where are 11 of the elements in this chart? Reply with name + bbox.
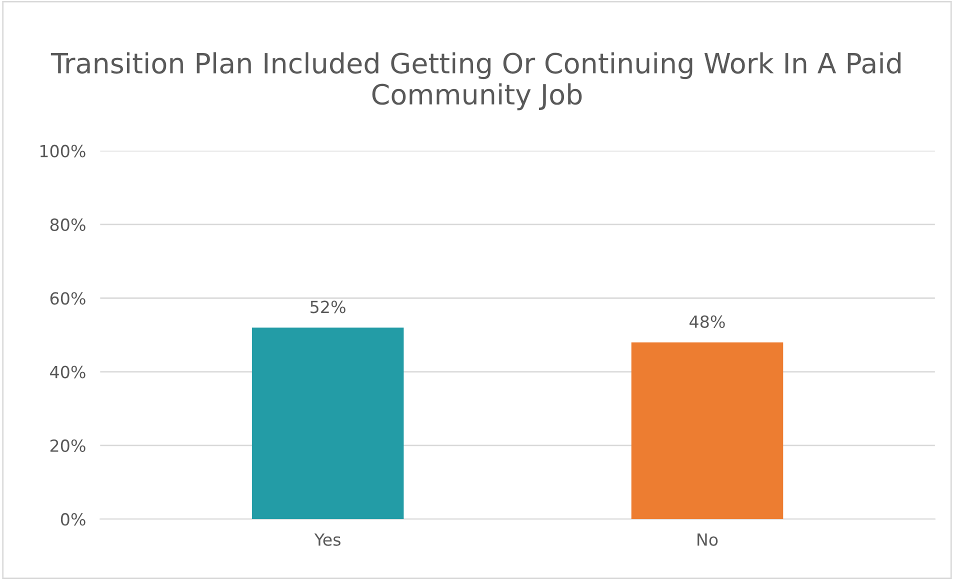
y-tick-label: 20%	[50, 439, 86, 452]
y-tick-label: 100%	[40, 144, 86, 158]
data-label: 52%	[310, 300, 346, 314]
y-tick-label: 60%	[50, 292, 86, 305]
x-tick-label: Yes	[314, 534, 340, 546]
data-label: 48%	[690, 315, 725, 328]
y-tick-label: 80%	[50, 218, 86, 232]
x-tick-label: No	[698, 534, 718, 546]
y-tick-label: 0%	[60, 513, 86, 526]
y-tick-label: 40%	[50, 366, 86, 378]
chart-title: Transition Plan Included Getting Or Continuing Work In A Paid Community Job	[50, 52, 901, 110]
